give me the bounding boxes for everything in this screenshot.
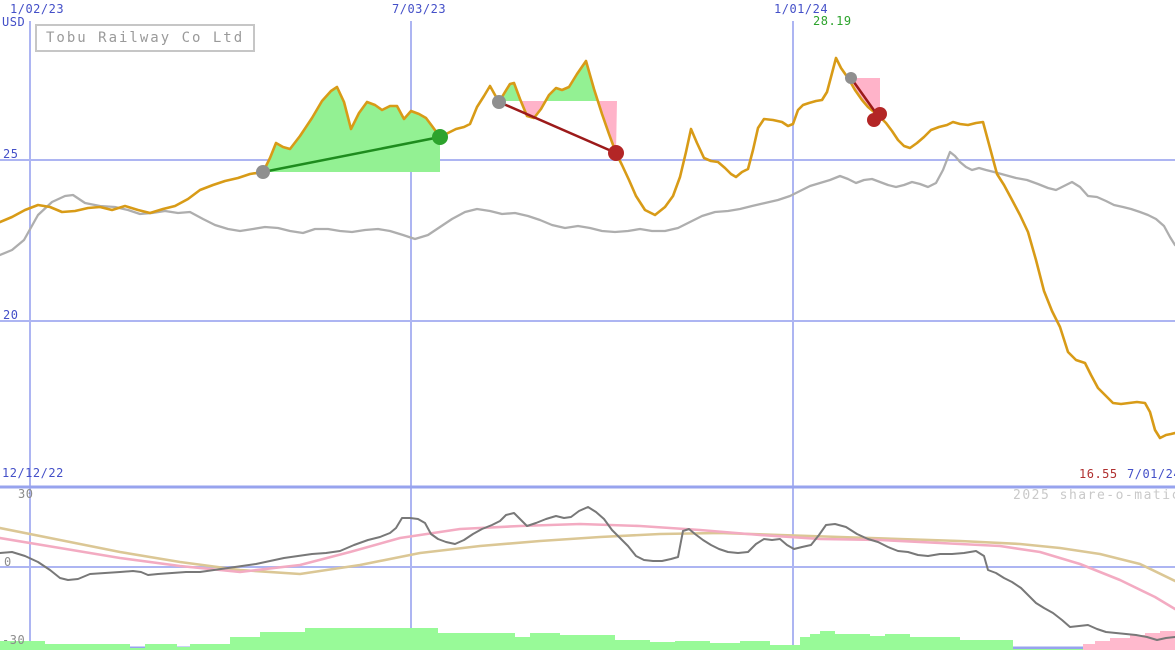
price-tick-25: 25 — [3, 147, 19, 161]
oscillator-tick-30: 30 — [18, 487, 34, 501]
currency-label: USD — [2, 15, 26, 29]
x-axis-date-label-1: 1/02/23 — [10, 2, 65, 16]
down-region-fill-green — [499, 61, 617, 101]
down-region-trendline[interactable] — [498, 100, 617, 155]
watermark: 2025 share-o-matic.com — [1013, 488, 1175, 503]
x-axis-date-label-2: 7/03/23 — [392, 2, 447, 16]
up-region-trendline[interactable] — [262, 135, 441, 174]
price-usd-line — [0, 56, 1175, 440]
down-region-marker-end_down[interactable] — [608, 145, 624, 161]
oscillator-tick-neg30: -30 — [2, 633, 26, 647]
down-region-marker-start[interactable] — [492, 95, 506, 109]
x-axis-date-label-3: 1/01/24 — [774, 2, 829, 16]
oscillator-tick-0: 0 — [4, 555, 12, 569]
up-region-marker-start[interactable] — [256, 165, 270, 179]
price-tick-20: 20 — [3, 308, 19, 322]
oscillator-line — [0, 506, 1175, 641]
max-price-annotation: 28.19 — [813, 14, 852, 28]
title-box: Tobu Railway Co Ltd — [35, 24, 256, 52]
down-region-2-marker-end_down[interactable] — [873, 107, 887, 121]
down-region-2-trendline[interactable] — [849, 77, 880, 117]
signal-tan-line — [0, 526, 1175, 583]
down-region-2-marker-start[interactable] — [845, 72, 857, 84]
x-axis-end-date-label: 7/01/24 — [1127, 467, 1175, 481]
last-price-annotation: 16.55 — [1079, 467, 1118, 481]
benchmark-line — [0, 150, 1175, 257]
x-axis-start-date-label: 12/12/22 — [2, 466, 64, 480]
volume-area-green — [0, 628, 1083, 650]
up-region-marker-end_up[interactable] — [432, 129, 448, 145]
volume-area-pink — [1083, 631, 1175, 650]
